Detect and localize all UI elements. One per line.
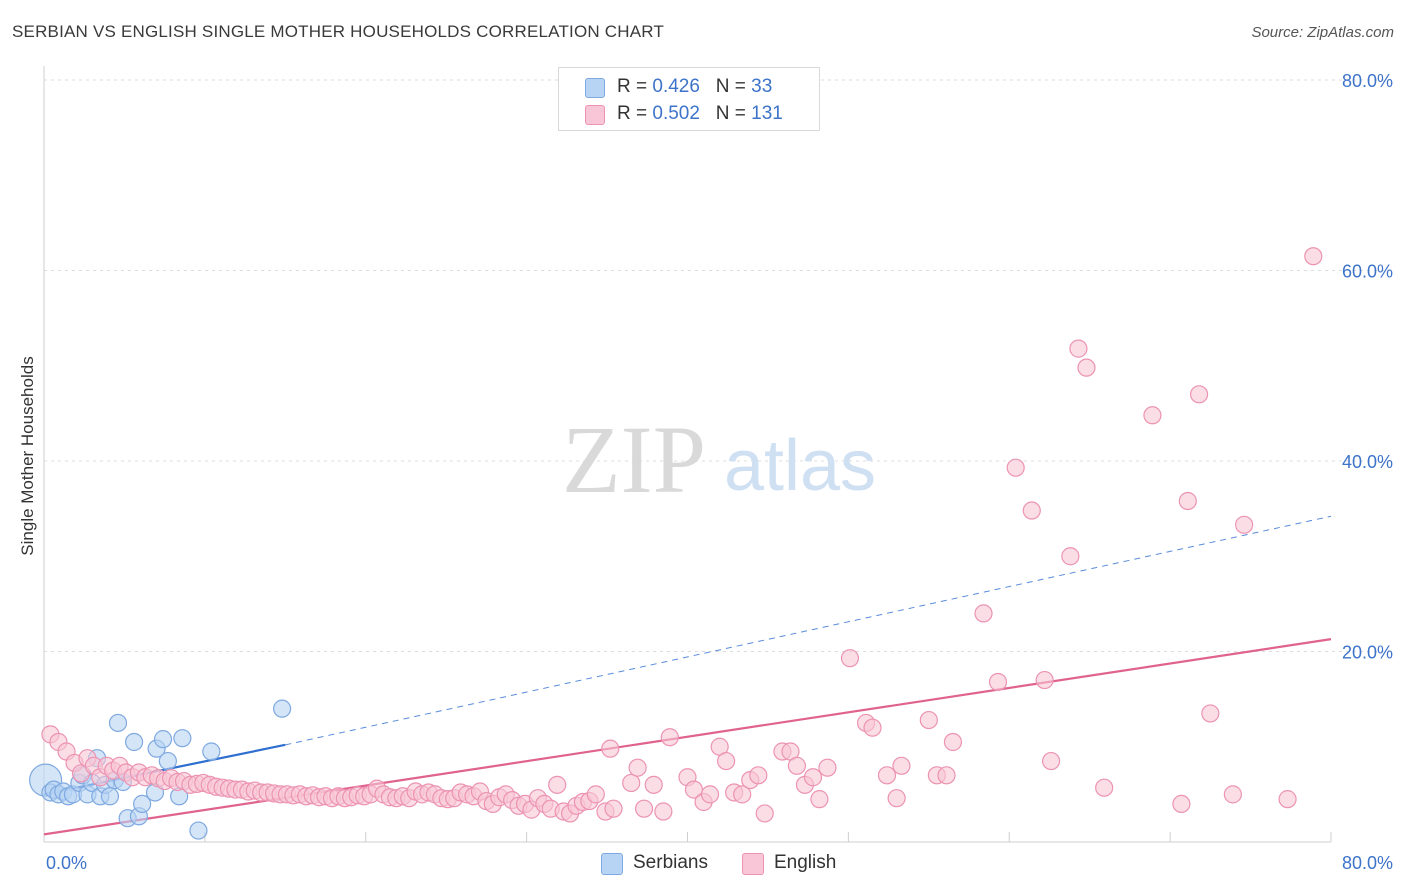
- n-value-english: 131: [751, 103, 783, 124]
- serbians-point: [153, 730, 173, 749]
- english-point: [654, 802, 673, 821]
- serbians-swatch: [585, 78, 605, 98]
- english-point: [1189, 385, 1209, 404]
- english-point: [1278, 790, 1297, 809]
- english-swatch: [585, 105, 605, 125]
- english-point: [749, 766, 768, 785]
- serbians-point: [202, 742, 221, 761]
- grid-lines: [44, 79, 1392, 652]
- english-point: [601, 739, 620, 758]
- english-point: [919, 710, 938, 730]
- english-legend-swatch: [742, 853, 764, 875]
- chart-title: SERBIAN VS ENGLISH SINGLE MOTHER HOUSEHO…: [12, 22, 665, 41]
- english-point: [1201, 704, 1220, 723]
- legend-stats-serbians: R = 0.426 N = 33: [617, 76, 773, 97]
- english-point: [863, 718, 882, 737]
- english-point: [943, 732, 963, 752]
- english-point: [1035, 670, 1054, 690]
- english-point: [1178, 491, 1197, 511]
- english-point: [818, 758, 837, 777]
- english-point: [622, 773, 641, 793]
- r-value-english: 0.502: [652, 103, 700, 124]
- serbians-trend-extension: [285, 515, 1332, 746]
- english-point: [1006, 458, 1025, 477]
- english-point: [733, 785, 752, 804]
- x-tick-label: 0.0%: [46, 853, 87, 873]
- english-point: [548, 775, 567, 794]
- english-point: [1077, 358, 1096, 377]
- serbians-point: [158, 751, 177, 771]
- watermark-zip: ZIP: [562, 406, 706, 513]
- english-point: [755, 804, 774, 823]
- english-point: [803, 768, 823, 787]
- watermark: ZIP atlas: [562, 406, 876, 513]
- english-point: [634, 799, 654, 818]
- english-point: [644, 775, 663, 794]
- english-point: [586, 785, 605, 804]
- correlation-legend: R = 0.426 N = 33 R = 0.502 N = 131: [558, 67, 820, 131]
- english-point: [840, 649, 860, 668]
- english-trend-line: [43, 638, 1332, 836]
- legend-stats-english: R = 0.502 N = 131: [617, 103, 783, 124]
- english-legend-label: English: [774, 852, 837, 873]
- y-tick-label: 60.0%: [1342, 262, 1393, 282]
- english-point: [628, 758, 647, 777]
- english-point: [892, 756, 911, 775]
- axes: [43, 66, 1332, 843]
- serbians-legend-swatch: [601, 853, 623, 875]
- serbians-point: [173, 729, 192, 748]
- serbians-point: [133, 794, 152, 814]
- serbians-point: [272, 699, 292, 718]
- english-point: [700, 785, 720, 804]
- english-point: [1172, 794, 1191, 814]
- watermark-atlas: atlas: [724, 426, 876, 506]
- n-value-serbians: 33: [751, 76, 773, 97]
- english-point: [787, 756, 806, 775]
- english-point: [1304, 247, 1323, 266]
- y-tick-label: 40.0%: [1342, 452, 1393, 472]
- series-legend: Serbians English: [0, 852, 1406, 878]
- english-point: [1061, 547, 1080, 566]
- serbians-point: [124, 732, 144, 752]
- data-points: [29, 247, 1323, 840]
- serbians-point: [189, 821, 208, 840]
- english-point: [877, 766, 897, 785]
- serbians-legend-label: Serbians: [633, 852, 708, 873]
- english-point: [988, 672, 1008, 692]
- english-point: [1235, 515, 1254, 534]
- r-value-serbians: 0.426: [652, 76, 700, 97]
- tick-labels: 20.0% 40.0% 60.0% 80.0% 0.0% 80.0%: [46, 71, 1393, 873]
- y-tick-label: 20.0%: [1342, 643, 1393, 663]
- english-point: [1143, 406, 1162, 425]
- english-point: [974, 604, 993, 623]
- serbians-point: [108, 713, 128, 733]
- x-tick-label: 80.0%: [1342, 853, 1393, 873]
- english-point: [1041, 751, 1061, 771]
- english-point: [887, 789, 906, 808]
- english-point: [1069, 339, 1088, 358]
- y-tick-label: 80.0%: [1342, 71, 1393, 91]
- english-point: [1095, 778, 1114, 797]
- english-point: [810, 790, 829, 809]
- english-point: [717, 751, 736, 771]
- english-point: [937, 766, 956, 785]
- source-credit: Source: ZipAtlas.com: [1251, 24, 1394, 41]
- english-point: [1223, 785, 1242, 804]
- english-point: [1022, 501, 1041, 520]
- english-point: [604, 799, 623, 818]
- serbians-point: [100, 787, 120, 806]
- english-point: [660, 728, 679, 747]
